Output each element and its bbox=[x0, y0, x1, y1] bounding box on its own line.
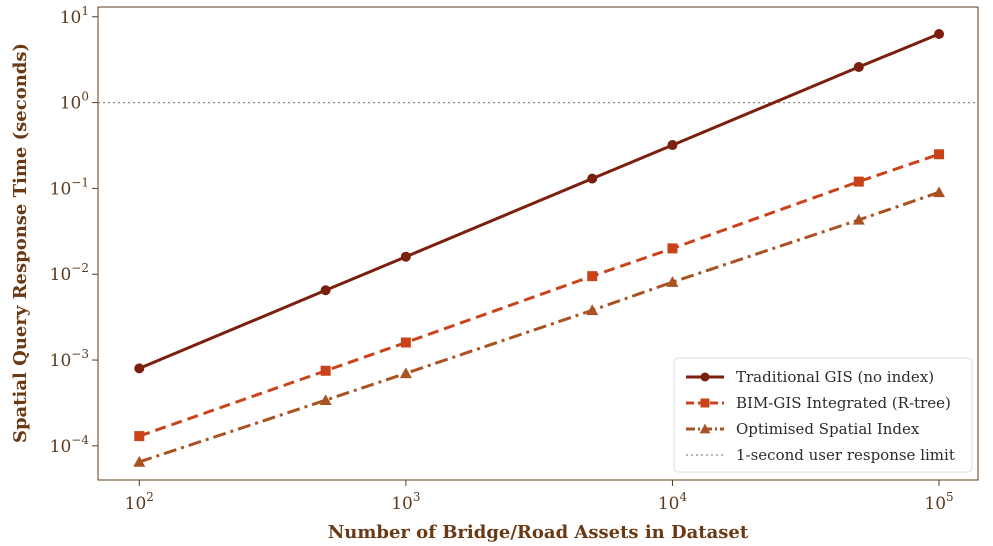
y-ticks: 10−4 10−3 10−2 10−1 100 101 bbox=[50, 4, 98, 457]
y-tick-label: 101 bbox=[60, 4, 89, 28]
data-point bbox=[400, 251, 411, 262]
x-tick-label: 105 bbox=[924, 490, 953, 514]
data-point bbox=[667, 243, 678, 254]
legend-label: BIM-GIS Integrated (R-tree) bbox=[736, 394, 951, 412]
data-point bbox=[853, 176, 864, 187]
legend-item: Traditional GIS (no index) bbox=[686, 368, 934, 386]
legend-item: BIM-GIS Integrated (R-tree) bbox=[686, 394, 951, 412]
legend-box bbox=[673, 357, 973, 473]
x-tick-label: 102 bbox=[125, 490, 154, 514]
x-tick-label: 104 bbox=[658, 490, 688, 514]
series-3 bbox=[133, 186, 946, 467]
data-point bbox=[134, 363, 145, 374]
data-point bbox=[853, 61, 864, 72]
data-point bbox=[399, 367, 412, 379]
legend-item: 1-second user response limit bbox=[686, 446, 955, 464]
data-point bbox=[320, 285, 331, 296]
data-point bbox=[320, 365, 331, 376]
legend-marker bbox=[700, 372, 710, 382]
data-point bbox=[852, 213, 865, 225]
data-point bbox=[587, 271, 598, 282]
x-tick-label: 103 bbox=[391, 490, 420, 514]
legend-marker bbox=[700, 398, 710, 408]
x-ticks: 102 103 104 105 bbox=[125, 480, 954, 514]
data-point bbox=[933, 186, 946, 198]
x-axis-label: Number of Bridge/Road Assets in Dataset bbox=[328, 522, 749, 543]
data-point bbox=[587, 173, 598, 184]
y-tick-label: 10−1 bbox=[50, 175, 89, 199]
legend-item: Optimised Spatial Index bbox=[686, 420, 920, 438]
data-point bbox=[133, 455, 146, 467]
data-point bbox=[667, 140, 678, 151]
data-point bbox=[134, 431, 145, 442]
series-layer bbox=[133, 28, 946, 467]
y-tick-label: 100 bbox=[60, 90, 89, 114]
data-point bbox=[319, 394, 332, 406]
data-point bbox=[400, 337, 411, 348]
data-point bbox=[586, 304, 599, 316]
data-point bbox=[934, 149, 945, 160]
legend-label: Traditional GIS (no index) bbox=[736, 368, 934, 386]
series-1 bbox=[134, 28, 945, 374]
series-2 bbox=[134, 149, 945, 442]
plot-frame bbox=[97, 6, 979, 481]
y-tick-label: 10−2 bbox=[50, 261, 89, 285]
y-axis-label: Spatial Query Response Time (seconds) bbox=[10, 43, 31, 443]
legend-label: 1-second user response limit bbox=[736, 446, 955, 464]
legend-label: Optimised Spatial Index bbox=[736, 420, 920, 438]
y-tick-label: 10−3 bbox=[50, 347, 89, 371]
series-line bbox=[138, 32, 940, 370]
data-point bbox=[934, 28, 945, 39]
data-point bbox=[666, 276, 679, 287]
legend: Traditional GIS (no index) BIM-GIS Integr… bbox=[673, 357, 973, 473]
legend-marker bbox=[699, 423, 711, 434]
y-tick-label: 10−4 bbox=[50, 433, 90, 457]
